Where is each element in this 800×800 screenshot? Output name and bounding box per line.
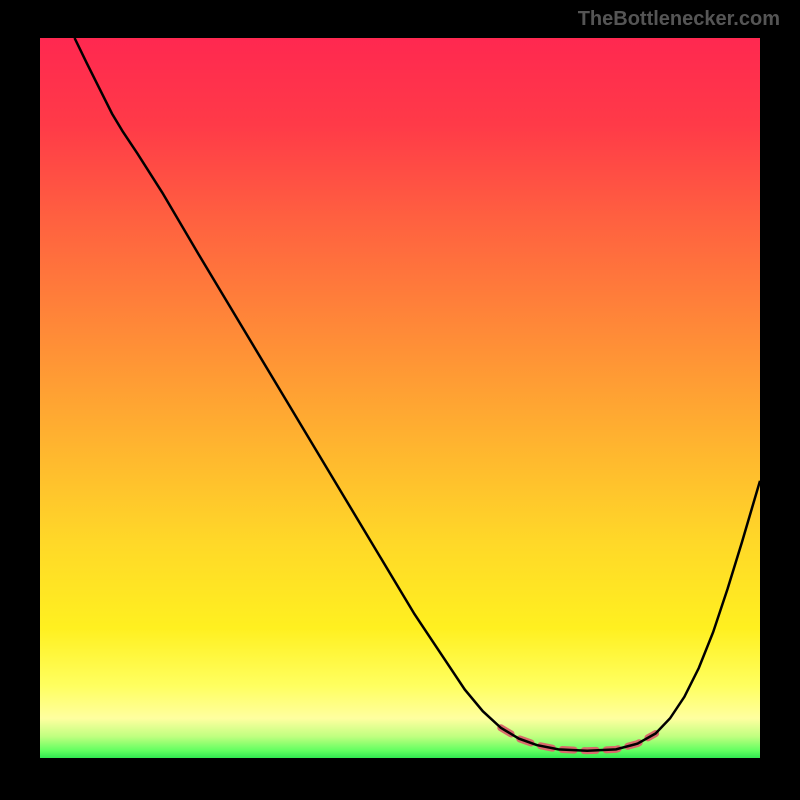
watermark-text: TheBottlenecker.com — [578, 8, 780, 31]
main-curve — [75, 38, 760, 751]
curve-overlay — [40, 38, 760, 758]
chart-area — [40, 38, 760, 758]
